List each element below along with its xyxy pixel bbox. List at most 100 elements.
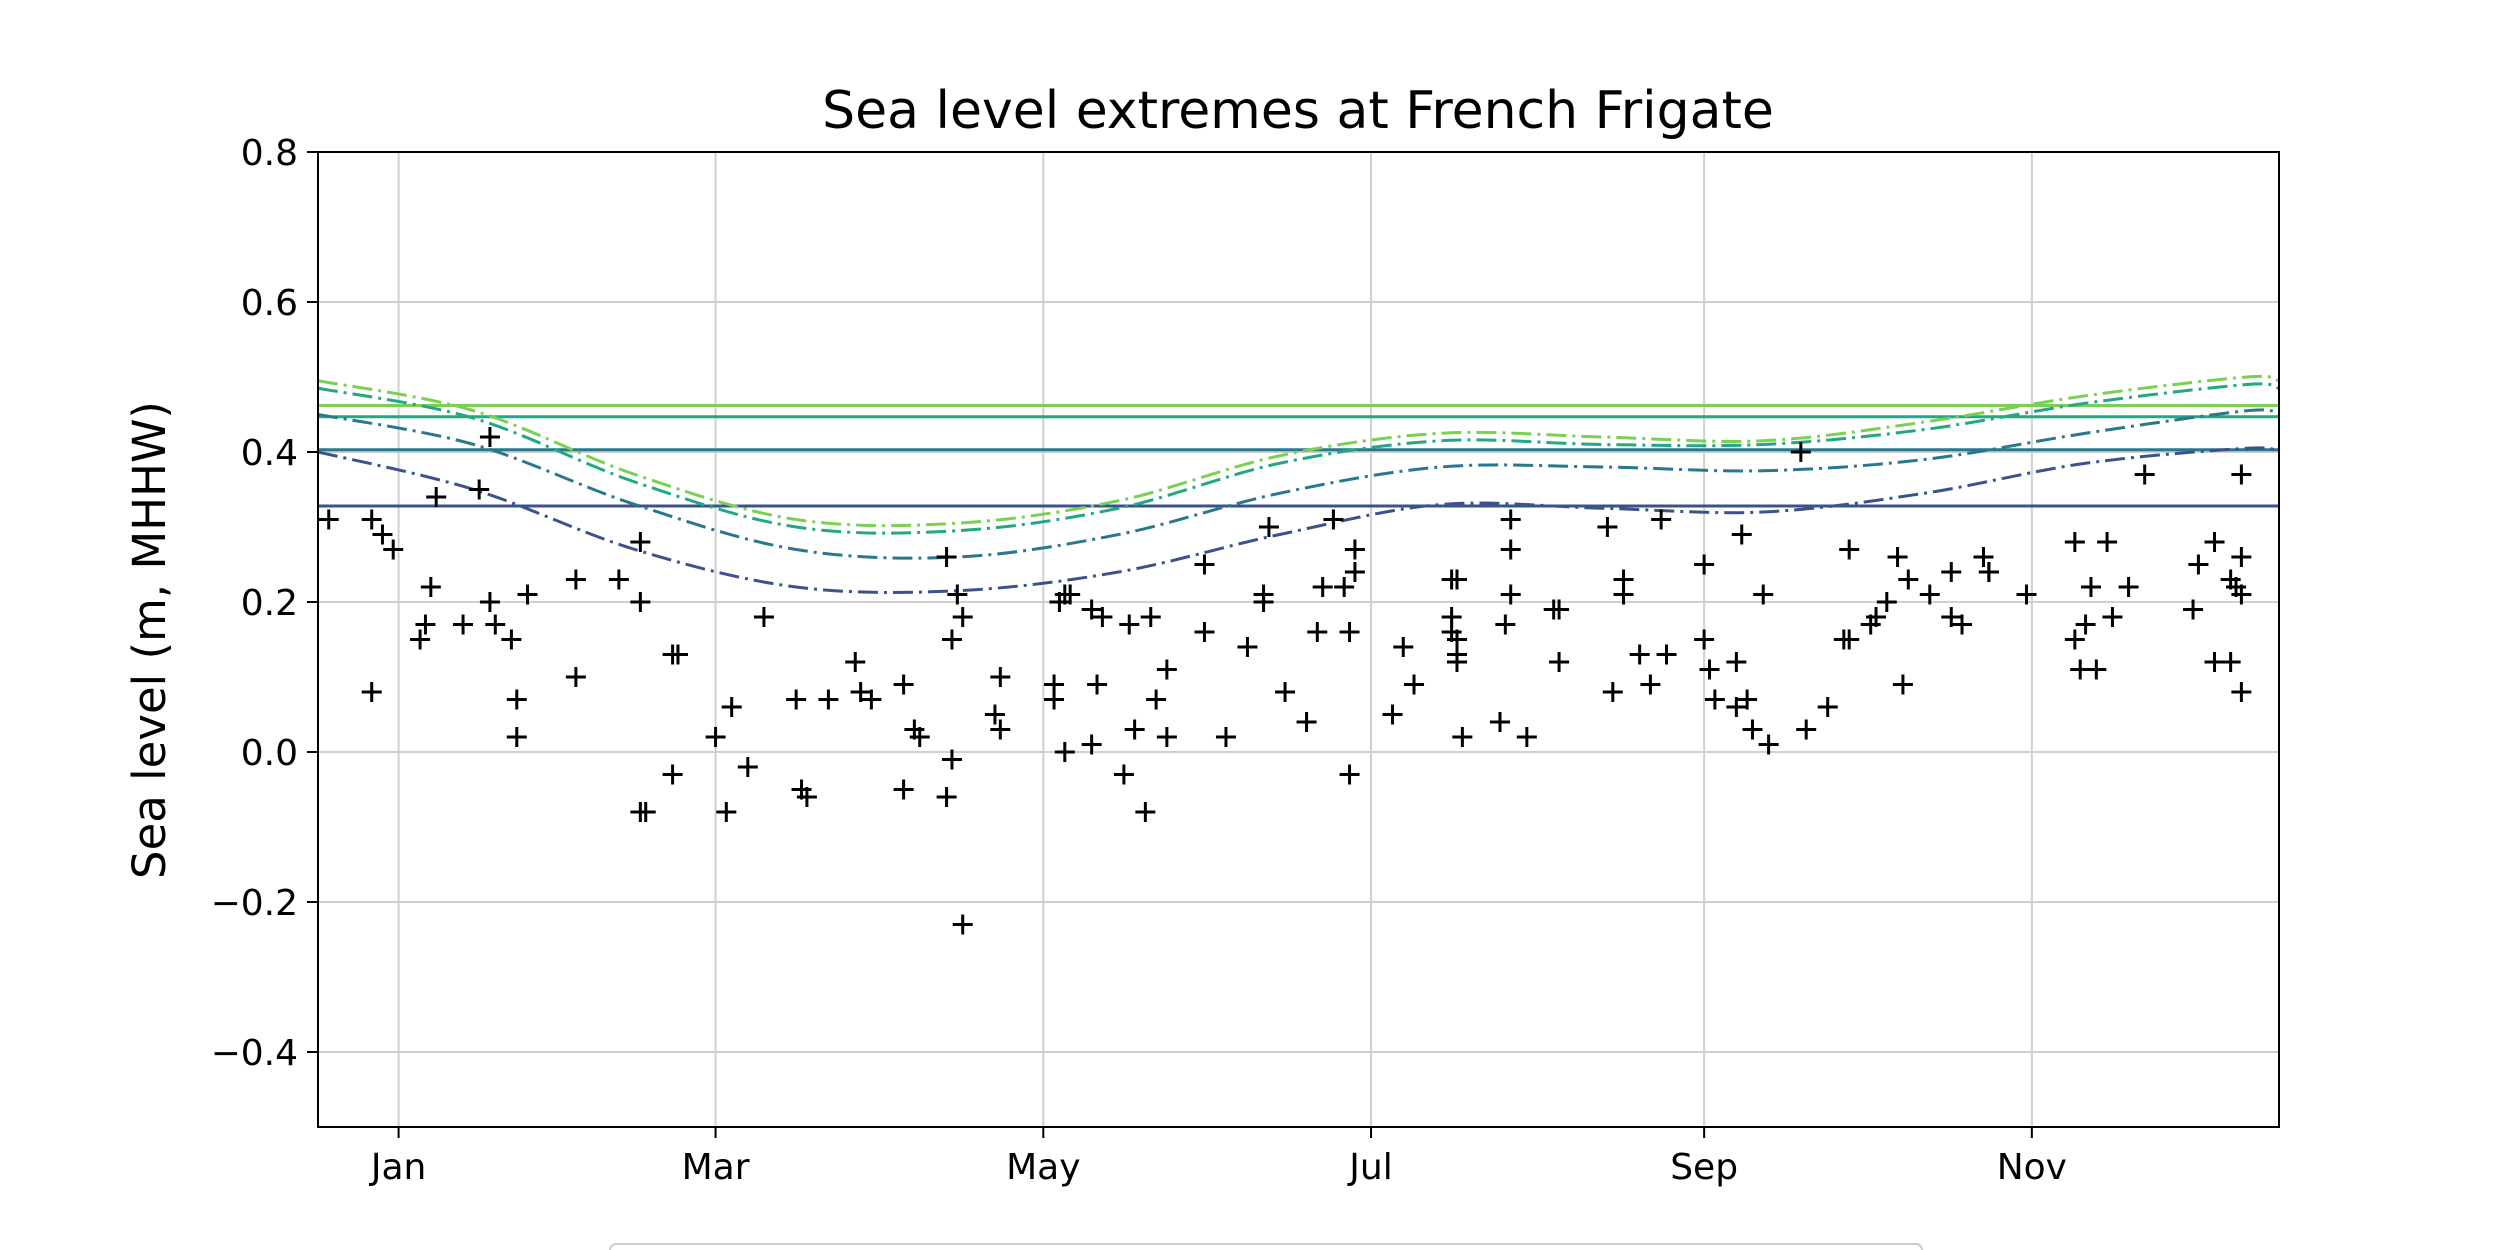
extreme-marker [1887, 547, 1908, 567]
extreme-marker [786, 689, 807, 710]
extreme-marker [850, 682, 871, 702]
extreme-marker [1549, 599, 1570, 620]
x-tick-label: Nov [1997, 1147, 2067, 1188]
extreme-marker [1156, 727, 1177, 747]
extreme-marker [2231, 682, 2252, 702]
extreme-marker [936, 787, 957, 807]
extreme-marker [1790, 442, 1811, 462]
chart-title: Sea level extremes at French Frigate [822, 81, 1774, 141]
extreme-marker [796, 787, 817, 807]
extreme-marker [1549, 652, 1570, 672]
seasonal-curve [318, 374, 2279, 528]
extreme-marker [2231, 547, 2252, 567]
extreme-marker [1135, 802, 1156, 822]
extreme-marker [1393, 637, 1414, 657]
extreme-marker [1839, 629, 1860, 650]
extreme-marker [1060, 584, 1081, 605]
extreme-marker [1113, 764, 1134, 785]
extreme-marker [909, 727, 930, 747]
extreme-marker [1731, 524, 1752, 545]
extreme-marker [1500, 539, 1521, 560]
seasonal-curve [318, 446, 2279, 594]
extreme-marker [479, 427, 500, 447]
x-tick-label: Mar [682, 1147, 750, 1188]
extreme-marker [630, 532, 651, 552]
extreme-marker [2080, 577, 2101, 597]
legend-frame [609, 1243, 1923, 1250]
extreme-marker [1119, 614, 1140, 635]
extreme-marker [1753, 584, 1774, 605]
extreme-marker [662, 764, 683, 785]
extreme-marker [2102, 607, 2123, 627]
extreme-marker [1344, 539, 1365, 560]
extreme-marker [506, 727, 527, 747]
extreme-marker [361, 509, 382, 530]
extreme-marker [721, 697, 742, 717]
extreme-marker [1312, 577, 1333, 597]
extreme-marker [2064, 532, 2085, 552]
extreme-marker [318, 509, 339, 530]
extreme-marker [1323, 509, 1344, 530]
extreme-marker [485, 614, 506, 635]
seasonal-curve [318, 408, 2279, 560]
extreme-marker [1876, 592, 1897, 612]
extreme-marker [2134, 464, 2155, 485]
extreme-marker [2183, 599, 2204, 620]
y-tick-label: 0.6 [241, 283, 298, 324]
extreme-marker [716, 802, 737, 822]
extreme-marker [2075, 614, 2096, 635]
extreme-marker [1699, 659, 1720, 680]
y-tick-label: 0.4 [241, 433, 298, 474]
extreme-marker [667, 644, 688, 665]
extreme-marker [1382, 704, 1403, 725]
extreme-marker [2204, 532, 2225, 552]
extreme-marker [1446, 569, 1467, 590]
extreme-marker [1500, 584, 1521, 605]
extreme-marker [1726, 652, 1747, 672]
extreme-marker [1495, 614, 1516, 635]
extreme-marker [1344, 562, 1365, 582]
extreme-marker [1489, 712, 1510, 732]
extreme-marker [410, 629, 431, 650]
extreme-marker [372, 524, 393, 545]
extreme-marker [1839, 539, 1860, 560]
extreme-marker [506, 689, 527, 710]
extreme-marker [2231, 584, 2252, 605]
extreme-marker [2188, 554, 2209, 575]
extreme-marker [1146, 689, 1167, 710]
y-tick-label: 0.0 [241, 733, 298, 774]
extreme-marker [1081, 599, 1102, 620]
extreme-marker [1726, 697, 1747, 717]
extreme-marker [1452, 727, 1473, 747]
extreme-marker [1092, 607, 1113, 627]
extreme-marker [1087, 674, 1108, 695]
seasonal-curve [318, 382, 2279, 535]
extreme-marker [1898, 569, 1919, 590]
y-tick-label: 0.8 [241, 133, 298, 174]
extreme-marker [415, 614, 436, 635]
extreme-marker [753, 607, 774, 627]
extreme-marker [565, 667, 586, 687]
extreme-marker [1054, 742, 1075, 762]
extreme-marker [1253, 592, 1274, 612]
extreme-marker [990, 719, 1011, 740]
extreme-marker [1817, 697, 1838, 717]
extreme-marker [1796, 719, 1817, 740]
extreme-marker [635, 802, 656, 822]
x-tick-label: Jan [369, 1147, 427, 1188]
extreme-marker [1044, 689, 1065, 710]
extreme-marker [453, 614, 474, 635]
extreme-marker [1651, 509, 1672, 530]
extreme-marker [2118, 577, 2139, 597]
extreme-marker [501, 629, 522, 650]
extreme-marker [1613, 584, 1634, 605]
extreme-marker [1978, 562, 1999, 582]
plot-frame [317, 151, 2280, 1128]
extreme-marker [1704, 689, 1725, 710]
y-tick-label: 0.2 [241, 583, 298, 624]
extreme-marker [517, 584, 538, 605]
extreme-marker [893, 674, 914, 695]
extreme-marker [1941, 562, 1962, 582]
x-tick-label: Sep [1670, 1147, 1738, 1188]
extreme-marker [845, 652, 866, 672]
